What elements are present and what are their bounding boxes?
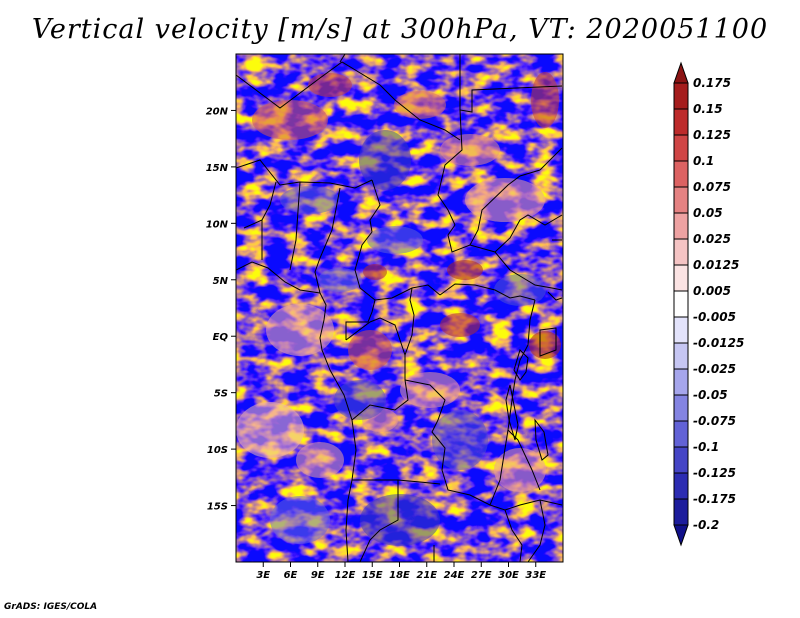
colorbar-label: -0.125: [693, 466, 736, 480]
colorbar-label: 0.1: [693, 154, 714, 168]
colorbar-label: -0.025: [693, 362, 736, 376]
colorbar-label: -0.075: [693, 414, 736, 428]
colorbar-label: 0.175: [693, 76, 731, 90]
colorbar-label: 0.15: [693, 102, 723, 116]
lat-tick-label: 15S: [207, 502, 228, 513]
colorbar-label: 0.0125: [693, 258, 739, 272]
colorbar-segment: [673, 82, 689, 110]
colorbar: 0.175 0.15 0.125 0.1 0.075 0.05 0.025 0.0125 0.0…: [673, 61, 744, 547]
colorbar-segment: [673, 420, 689, 448]
colorbar-label: -0.05: [693, 388, 728, 402]
grads-credit: GrADS: IGES/COLA: [4, 602, 98, 612]
lon-tick-label: 6E: [284, 570, 298, 581]
colorbar-label: -0.175: [693, 492, 736, 506]
lat-tick-label: 5N: [213, 276, 229, 287]
lon-tick-label: 9E: [311, 570, 325, 581]
lon-tick-label: 3E: [256, 570, 270, 581]
colorbar-segment: [673, 238, 689, 266]
colorbar-segment: [673, 498, 689, 526]
longitude-axis: 3E 6E 9E 12E 15E 18E 21E 24E 27E 30E 33E: [256, 562, 546, 581]
colorbar-segment: [673, 446, 689, 474]
colorbar-label: 0.125: [693, 128, 731, 142]
colorbar-label: -0.1: [693, 440, 719, 454]
velocity-field: [236, 54, 563, 562]
lon-tick-label: 24E: [444, 570, 465, 581]
colorbar-segment: [673, 368, 689, 396]
colorbar-segment: [673, 134, 689, 162]
colorbar-label: -0.005: [693, 310, 736, 324]
colorbar-segment: [673, 472, 689, 500]
colorbar-label: 0.025: [693, 232, 731, 246]
colorbar-segment: [673, 160, 689, 188]
colorbar-segment: [673, 342, 689, 370]
colorbar-segment: [673, 290, 689, 318]
colorbar-label: 0.05: [693, 206, 723, 220]
lon-tick-label: 21E: [416, 570, 437, 581]
country-borders: [236, 54, 563, 562]
lat-tick-label: 10S: [207, 445, 228, 456]
lat-tick-label: 5S: [214, 389, 228, 400]
latitude-axis: 20N 15N 10N 5N EQ 5S 10S 15S: [206, 106, 236, 513]
colorbar-label: 0.075: [693, 180, 731, 194]
lat-tick-label: EQ: [213, 332, 229, 343]
colorbar-label: -0.2: [693, 518, 719, 532]
colorbar-label: 0.005: [693, 284, 731, 298]
colorbar-segment: [673, 186, 689, 214]
colorbar-segment: [673, 394, 689, 422]
colorbar-segment: [673, 264, 689, 292]
colorbar-label: -0.0125: [693, 336, 744, 350]
colorbar-segment: [673, 212, 689, 240]
lon-tick-label: 33E: [525, 570, 546, 581]
colorbar-segment: [673, 108, 689, 136]
lon-tick-label: 27E: [471, 570, 492, 581]
lat-tick-label: 10N: [206, 219, 229, 230]
colorbar-max-arrow: [673, 61, 689, 84]
lat-tick-label: 20N: [206, 106, 229, 117]
lon-tick-label: 18E: [389, 570, 410, 581]
lat-tick-label: 15N: [206, 163, 229, 174]
map-title: Vertical velocity [m/s] at 300hPa, VT: 2…: [31, 14, 769, 45]
lon-tick-label: 30E: [498, 570, 519, 581]
lon-tick-label: 12E: [335, 570, 356, 581]
colorbar-min-arrow: [673, 524, 689, 547]
lon-tick-label: 15E: [362, 570, 383, 581]
colorbar-segment: [673, 316, 689, 344]
